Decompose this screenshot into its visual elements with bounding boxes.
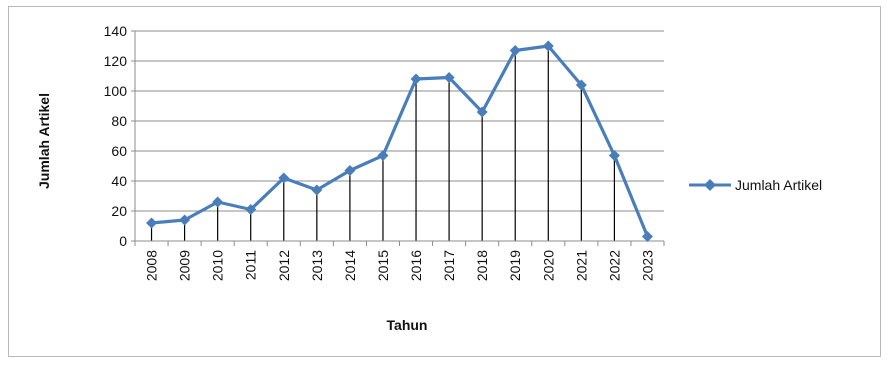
data-point-2015 (377, 150, 388, 161)
x-tick-label-2018: 2018 (474, 250, 490, 281)
y-tick-label-0: 0 (119, 233, 127, 249)
x-tick-label-2015: 2015 (375, 250, 391, 281)
data-point-2008 (146, 218, 157, 229)
y-tick-label-60: 60 (111, 143, 127, 159)
data-point-2016 (411, 74, 422, 85)
x-axis-title: Tahun (387, 317, 428, 333)
legend-label: Jumlah Artikel (735, 177, 822, 193)
legend: Jumlah Artikel (689, 177, 822, 193)
x-tick-label-2010: 2010 (210, 250, 226, 281)
x-tick-label-2019: 2019 (507, 250, 523, 281)
x-tick-labels: 2008 2009 2010 2011 2012 2013 2014 2015 2016 2017… (144, 250, 656, 281)
x-tick-label-2012: 2012 (276, 250, 292, 281)
y-tick-label-120: 120 (104, 53, 128, 69)
series-jumlah-artikel (146, 41, 653, 243)
x-tick-label-2011: 2011 (243, 250, 259, 280)
y-tick-labels: 0 20 40 60 80 100 120 140 (104, 23, 128, 249)
data-point-2022 (609, 150, 620, 161)
y-tick-label-100: 100 (104, 83, 128, 99)
axes (131, 31, 664, 246)
x-tick-label-2008: 2008 (144, 250, 160, 281)
y-tick-label-20: 20 (111, 203, 127, 219)
series-line-jumlah-artikel (152, 46, 648, 237)
y-axis-title: Jumlah Artikel (36, 93, 52, 189)
x-tick-label-2023: 2023 (639, 250, 655, 281)
legend-marker-swatch (704, 179, 716, 191)
x-tick-label-2022: 2022 (606, 250, 622, 281)
x-tick-label-2020: 2020 (540, 250, 556, 281)
x-tick-label-2013: 2013 (309, 250, 325, 281)
x-tick-label-2014: 2014 (342, 250, 358, 281)
chart-frame: 0 20 40 60 80 100 120 140 2008 2009 2010 2011 2012 2… (8, 6, 881, 357)
x-tick-label-2021: 2021 (573, 250, 589, 281)
x-tick-label-2009: 2009 (177, 250, 193, 281)
x-tick-label-2017: 2017 (441, 250, 457, 281)
x-tick-label-2016: 2016 (408, 250, 424, 281)
y-tick-label-140: 140 (104, 23, 128, 39)
data-point-2023 (642, 231, 653, 242)
y-tick-label-40: 40 (111, 173, 127, 189)
y-tick-label-80: 80 (111, 113, 127, 129)
